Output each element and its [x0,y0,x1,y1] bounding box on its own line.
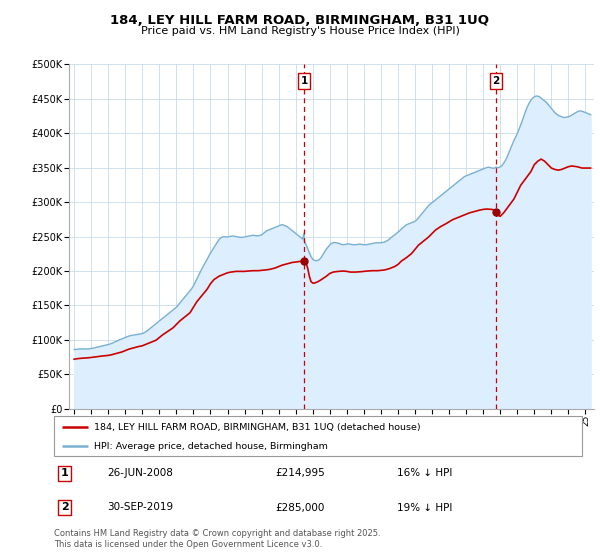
Text: 19% ↓ HPI: 19% ↓ HPI [397,502,452,512]
Text: 184, LEY HILL FARM ROAD, BIRMINGHAM, B31 1UQ: 184, LEY HILL FARM ROAD, BIRMINGHAM, B31… [110,14,490,27]
FancyBboxPatch shape [54,416,582,456]
Text: Price paid vs. HM Land Registry's House Price Index (HPI): Price paid vs. HM Land Registry's House … [140,26,460,36]
Text: £285,000: £285,000 [276,502,325,512]
Text: 26-JUN-2008: 26-JUN-2008 [107,468,173,478]
Text: HPI: Average price, detached house, Birmingham: HPI: Average price, detached house, Birm… [94,442,328,451]
Text: 2: 2 [493,76,500,86]
Text: 184, LEY HILL FARM ROAD, BIRMINGHAM, B31 1UQ (detached house): 184, LEY HILL FARM ROAD, BIRMINGHAM, B31… [94,423,420,432]
Text: Contains HM Land Registry data © Crown copyright and database right 2025.
This d: Contains HM Land Registry data © Crown c… [54,529,380,549]
Text: 30-SEP-2019: 30-SEP-2019 [107,502,173,512]
Text: 1: 1 [61,468,68,478]
Text: £214,995: £214,995 [276,468,326,478]
Text: 1: 1 [301,76,308,86]
Text: 16% ↓ HPI: 16% ↓ HPI [397,468,452,478]
Text: 2: 2 [61,502,68,512]
